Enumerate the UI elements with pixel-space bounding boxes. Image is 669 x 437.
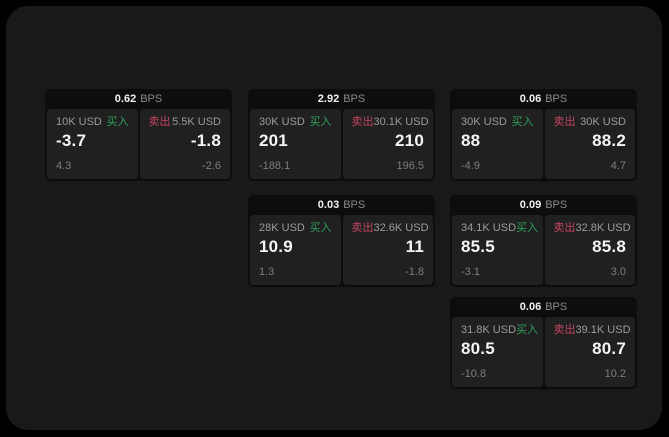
buy-size-label: 30K USD xyxy=(259,116,305,128)
quote-card: 2.92 BPS 30K USD 买入 201 -188.1 卖出 30.1K … xyxy=(248,89,435,181)
buy-delta-value: -4.9 xyxy=(461,160,480,172)
sell-quote-pane[interactable]: 卖出 30K USD 88.2 4.7 xyxy=(544,109,635,179)
sell-quote-pane[interactable]: 卖出 32.8K USD 85.8 3.0 xyxy=(544,215,635,285)
sell-delta-value: 3.0 xyxy=(610,266,626,278)
bps-spread-header: 0.09 BPS xyxy=(450,195,637,215)
sell-price-value: 210 xyxy=(395,131,424,150)
sell-size-label: 30.1K USD xyxy=(373,116,429,128)
sell-delta-value: 4.7 xyxy=(610,160,626,172)
buy-delta-value: -10.8 xyxy=(461,368,487,380)
sell-tag: 卖出 xyxy=(553,324,576,336)
buy-price-value: 201 xyxy=(259,131,288,150)
buy-delta-value: 1.3 xyxy=(259,266,275,278)
quote-card: 0.09 BPS 34.1K USD 买入 85.5 -3.1 卖出 32.8K… xyxy=(450,195,637,287)
buy-price-value: 88 xyxy=(461,131,481,150)
bps-unit-label: BPS xyxy=(140,93,163,105)
sell-delta-value: -2.6 xyxy=(202,160,221,172)
quote-card: 0.62 BPS 10K USD 买入 -3.7 4.3 卖出 5.5K USD… xyxy=(45,89,232,181)
sell-size-label: 39.1K USD xyxy=(575,324,631,336)
buy-tag: 买入 xyxy=(106,116,129,128)
sell-price-value: 85.8 xyxy=(592,237,626,256)
bps-spread-header: 0.62 BPS xyxy=(45,89,232,109)
sell-quote-pane[interactable]: 卖出 39.1K USD 80.7 10.2 xyxy=(544,317,635,387)
sell-delta-value: 10.2 xyxy=(604,368,626,380)
sell-tag: 卖出 xyxy=(148,116,171,128)
bps-spread-value: 0.06 xyxy=(519,301,542,313)
quote-card: 0.06 BPS 30K USD 买入 88 -4.9 卖出 30K USD 8… xyxy=(450,89,637,181)
sell-quote-pane[interactable]: 卖出 32.6K USD 11 -1.8 xyxy=(342,215,433,285)
buy-delta-value: 4.3 xyxy=(56,160,72,172)
buy-price-value: -3.7 xyxy=(56,131,87,150)
bps-unit-label: BPS xyxy=(545,93,568,105)
sell-tag: 卖出 xyxy=(553,222,576,234)
bps-unit-label: BPS xyxy=(545,301,568,313)
buy-size-label: 34.1K USD xyxy=(461,222,517,234)
sell-tag: 卖出 xyxy=(553,116,576,128)
main-panel: 0.62 BPS 10K USD 买入 -3.7 4.3 卖出 5.5K USD… xyxy=(6,6,662,430)
sell-quote-pane[interactable]: 卖出 30.1K USD 210 196.5 xyxy=(342,109,433,179)
sell-price-value: -1.8 xyxy=(190,131,221,150)
bps-unit-label: BPS xyxy=(545,199,568,211)
buy-size-label: 28K USD xyxy=(259,222,305,234)
sell-delta-value: 196.5 xyxy=(396,160,424,172)
sell-delta-value: -1.8 xyxy=(405,266,424,278)
buy-size-label: 31.8K USD xyxy=(461,324,517,336)
buy-price-value: 80.5 xyxy=(461,339,495,358)
buy-delta-value: -3.1 xyxy=(461,266,480,278)
buy-price-value: 10.9 xyxy=(259,237,293,256)
sell-price-value: 11 xyxy=(405,237,424,256)
sell-size-label: 32.6K USD xyxy=(373,222,429,234)
sell-size-label: 32.8K USD xyxy=(575,222,631,234)
buy-price-value: 85.5 xyxy=(461,237,495,256)
buy-tag: 买入 xyxy=(309,222,332,234)
quote-card: 0.03 BPS 28K USD 买入 10.9 1.3 卖出 32.6K US… xyxy=(248,195,435,287)
sell-tag: 卖出 xyxy=(351,222,374,234)
bps-spread-value: 0.09 xyxy=(519,199,542,211)
buy-tag: 买入 xyxy=(516,222,539,234)
buy-quote-pane[interactable]: 30K USD 买入 88 -4.9 xyxy=(452,109,543,179)
bps-unit-label: BPS xyxy=(343,199,366,211)
buy-quote-pane[interactable]: 28K USD 买入 10.9 1.3 xyxy=(250,215,341,285)
buy-quote-pane[interactable]: 10K USD 买入 -3.7 4.3 xyxy=(47,109,138,179)
bps-spread-header: 0.03 BPS xyxy=(248,195,435,215)
buy-quote-pane[interactable]: 30K USD 买入 201 -188.1 xyxy=(250,109,341,179)
bps-spread-header: 0.06 BPS xyxy=(450,89,637,109)
bps-spread-header: 0.06 BPS xyxy=(450,297,637,317)
bps-unit-label: BPS xyxy=(343,93,366,105)
buy-quote-pane[interactable]: 34.1K USD 买入 85.5 -3.1 xyxy=(452,215,543,285)
sell-tag: 卖出 xyxy=(351,116,374,128)
buy-tag: 买入 xyxy=(309,116,332,128)
bps-spread-header: 2.92 BPS xyxy=(248,89,435,109)
bps-spread-value: 0.62 xyxy=(114,93,137,105)
bps-spread-value: 2.92 xyxy=(317,93,340,105)
quote-card: 0.06 BPS 31.8K USD 买入 80.5 -10.8 卖出 39.1… xyxy=(450,297,637,389)
buy-size-label: 30K USD xyxy=(461,116,507,128)
sell-price-value: 80.7 xyxy=(592,339,626,358)
buy-quote-pane[interactable]: 31.8K USD 买入 80.5 -10.8 xyxy=(452,317,543,387)
buy-tag: 买入 xyxy=(511,116,534,128)
buy-tag: 买入 xyxy=(516,324,539,336)
bps-spread-value: 0.03 xyxy=(317,199,340,211)
sell-quote-pane[interactable]: 卖出 5.5K USD -1.8 -2.6 xyxy=(139,109,230,179)
sell-price-value: 88.2 xyxy=(592,131,626,150)
bps-spread-value: 0.06 xyxy=(519,93,542,105)
buy-delta-value: -188.1 xyxy=(259,160,291,172)
sell-size-label: 30K USD xyxy=(580,116,626,128)
sell-size-label: 5.5K USD xyxy=(172,116,221,128)
buy-size-label: 10K USD xyxy=(56,116,102,128)
